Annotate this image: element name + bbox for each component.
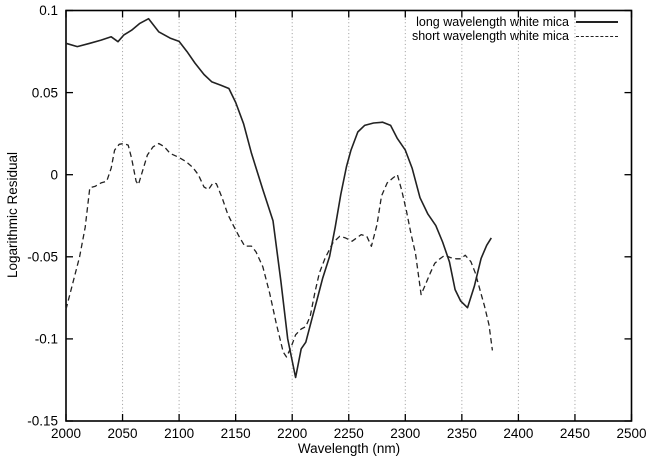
x-tick-label: 2500 bbox=[616, 426, 646, 441]
x-tick-label: 2000 bbox=[51, 426, 81, 441]
x-tick-label: 2150 bbox=[221, 426, 251, 441]
legend-row-long-wavelength: long wavelength white mica bbox=[412, 15, 618, 29]
x-tick-label: 2450 bbox=[560, 426, 590, 441]
y-tick-label: 0 bbox=[50, 167, 58, 182]
y-tick-label: -0.15 bbox=[27, 414, 58, 429]
series-line-long-wavelength-white-mica bbox=[65, 17, 492, 379]
x-tick-label: 2100 bbox=[164, 426, 194, 441]
y-tick-label: -0.1 bbox=[35, 332, 58, 347]
plot-border bbox=[65, 9, 633, 422]
legend-line-sample-dashed bbox=[576, 35, 618, 37]
x-tick-label: 2300 bbox=[390, 426, 420, 441]
y-tick-label: 0.1 bbox=[39, 3, 58, 18]
x-tick-label: 2350 bbox=[447, 426, 477, 441]
legend-label-short-wavelength: short wavelength white mica bbox=[411, 29, 569, 43]
y-tick-label: -0.05 bbox=[27, 250, 58, 265]
legend-line-sample-solid bbox=[576, 21, 618, 23]
x-tick-label: 2050 bbox=[108, 426, 138, 441]
series-line-short-wavelength-white-mica bbox=[65, 142, 494, 358]
y-axis-title: Logarithmic Residual bbox=[5, 151, 20, 279]
x-tick-label: 2200 bbox=[277, 426, 307, 441]
x-tick-label: 2400 bbox=[503, 426, 533, 441]
x-tick-label: 2250 bbox=[334, 426, 364, 441]
legend-row-short-wavelength: short wavelength white mica bbox=[412, 29, 618, 43]
x-axis-title: Wavelength (nm) bbox=[297, 441, 401, 456]
legend-label-long-wavelength: long wavelength white mica bbox=[416, 15, 569, 29]
legend: long wavelength white mica short wavelen… bbox=[412, 15, 618, 43]
y-tick-label: 0.05 bbox=[32, 85, 58, 100]
